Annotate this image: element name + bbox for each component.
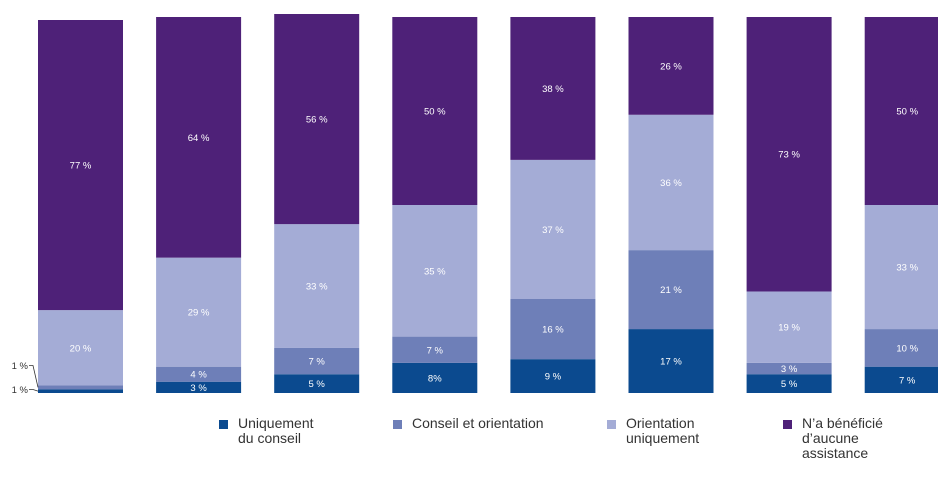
bar-segment-aucune-assistance-1	[38, 20, 123, 311]
data-label-aucune-assistance-4: 50 %	[424, 107, 446, 118]
legend-swatch-uniquement-du-conseil	[219, 420, 228, 429]
callout-line-conseil-et-orientation-1	[29, 365, 39, 388]
bar-segment-uniquement-du-conseil-2	[156, 381, 242, 393]
data-label-uniquement-du-conseil-7: 5 %	[781, 379, 798, 390]
data-label-conseil-et-orientation-4: 7 %	[427, 345, 444, 356]
bar-segment-aucune-assistance-6	[628, 17, 714, 115]
data-label-orientation-uniquement-5: 37 %	[542, 225, 564, 236]
data-label-uniquement-du-conseil-8: 7 %	[899, 375, 916, 386]
data-label-conseil-et-orientation-3: 7 %	[309, 357, 326, 368]
legend-swatch-conseil-et-orientation	[393, 420, 402, 429]
bar-segment-aucune-assistance-4	[392, 17, 478, 205]
data-label-conseil-et-orientation-6: 21 %	[660, 285, 682, 296]
bar-segment-orientation-uniquement-1	[38, 310, 123, 386]
callout-label-conseil-et-orientation-1: 1 %	[12, 361, 29, 372]
legend-item-orientation-uniquement: Orientation uniquement	[607, 416, 699, 446]
data-label-aucune-assistance-7: 73 %	[778, 150, 800, 161]
data-label-aucune-assistance-5: 38 %	[542, 84, 564, 95]
data-label-orientation-uniquement-8: 33 %	[896, 263, 918, 274]
bar-segment-orientation-uniquement-8	[864, 205, 938, 330]
bar-segment-conseil-et-orientation-6	[628, 250, 714, 330]
bar-segment-orientation-uniquement-5	[510, 159, 596, 299]
data-label-uniquement-du-conseil-2: 3 %	[190, 383, 207, 394]
data-label-uniquement-du-conseil-3: 5 %	[309, 379, 326, 390]
data-label-aucune-assistance-2: 64 %	[188, 133, 210, 144]
stacked-bar-chart: 20 % 77 % 3 % 4 % 29 % 64 % 5 % 7 % 33 % 56 % 8% 7 …	[12, 14, 938, 396]
bar-segment-aucune-assistance-3	[274, 14, 360, 225]
data-label-orientation-uniquement-2: 29 %	[188, 308, 210, 319]
bar-segment-orientation-uniquement-4	[392, 205, 478, 337]
data-label-orientation-uniquement-6: 36 %	[660, 178, 682, 189]
data-label-conseil-et-orientation-7: 3 %	[781, 364, 798, 375]
legend-label-aucune-assistance: N’a bénéficié d’aucune assistance	[802, 415, 883, 461]
data-label-uniquement-du-conseil-5: 9 %	[545, 372, 562, 383]
callout-label-uniquement-du-conseil-1: 1 %	[12, 385, 29, 396]
bar-segment-aucune-assistance-2	[156, 17, 242, 258]
bar-segment-aucune-assistance-8	[864, 17, 938, 205]
data-label-orientation-uniquement-3: 33 %	[306, 282, 328, 293]
data-label-conseil-et-orientation-8: 10 %	[896, 343, 918, 354]
bar-segment-orientation-uniquement-2	[156, 257, 242, 367]
data-label-conseil-et-orientation-5: 16 %	[542, 325, 564, 336]
legend-item-aucune-assistance: N’a bénéficié d’aucune assistance	[783, 416, 883, 461]
legend-swatch-orientation-uniquement	[607, 420, 616, 429]
data-label-aucune-assistance-6: 26 %	[660, 61, 682, 72]
bar-segment-aucune-assistance-5	[510, 17, 596, 160]
bar-segment-uniquement-du-conseil-8	[864, 366, 938, 393]
bar-segment-aucune-assistance-7	[746, 17, 832, 292]
bar-segment-conseil-et-orientation-5	[510, 299, 596, 360]
legend-item-conseil-et-orientation: Conseil et orientation	[393, 416, 544, 431]
legend-label-orientation-uniquement: Orientation uniquement	[626, 415, 700, 446]
legend-item-uniquement-du-conseil: Uniquement du conseil	[219, 416, 314, 446]
data-label-conseil-et-orientation-2: 4 %	[190, 370, 207, 381]
bar-segment-uniquement-du-conseil-6	[628, 329, 714, 393]
bar-segment-conseil-et-orientation-3	[274, 347, 360, 375]
legend: Uniquement du conseil Conseil et orienta…	[0, 416, 938, 490]
bar-segment-conseil-et-orientation-7	[746, 362, 832, 375]
data-label-orientation-uniquement-1: 20 %	[70, 343, 92, 354]
bar-segment-uniquement-du-conseil-7	[746, 374, 832, 393]
bar-segment-orientation-uniquement-7	[746, 291, 832, 363]
bar-segment-uniquement-du-conseil-5	[510, 359, 596, 393]
bar-segment-uniquement-du-conseil-1	[38, 389, 123, 393]
data-label-aucune-assistance-8: 50 %	[896, 107, 918, 118]
bar-segment-uniquement-du-conseil-3	[274, 374, 360, 393]
data-label-orientation-uniquement-7: 19 %	[778, 323, 800, 334]
data-label-aucune-assistance-3: 56 %	[306, 115, 328, 126]
bar-segment-conseil-et-orientation-4	[392, 336, 478, 363]
callout-line-uniquement-du-conseil-1	[29, 389, 39, 392]
legend-swatch-aucune-assistance	[783, 420, 792, 429]
bar-segment-orientation-uniquement-6	[628, 114, 714, 251]
bar-segment-uniquement-du-conseil-4	[392, 362, 478, 393]
bar-segment-conseil-et-orientation-2	[156, 366, 242, 382]
legend-label-conseil-et-orientation: Conseil et orientation	[412, 415, 544, 431]
legend-label-uniquement-du-conseil: Uniquement du conseil	[238, 415, 314, 446]
bar-segment-conseil-et-orientation-1	[38, 385, 123, 390]
bar-segment-conseil-et-orientation-8	[864, 329, 938, 367]
data-label-uniquement-du-conseil-4: 8%	[428, 373, 442, 384]
bar-segment-orientation-uniquement-3	[274, 224, 360, 348]
data-label-aucune-assistance-1: 77 %	[70, 161, 92, 172]
data-label-uniquement-du-conseil-6: 17 %	[660, 357, 682, 368]
data-label-orientation-uniquement-4: 35 %	[424, 266, 446, 277]
